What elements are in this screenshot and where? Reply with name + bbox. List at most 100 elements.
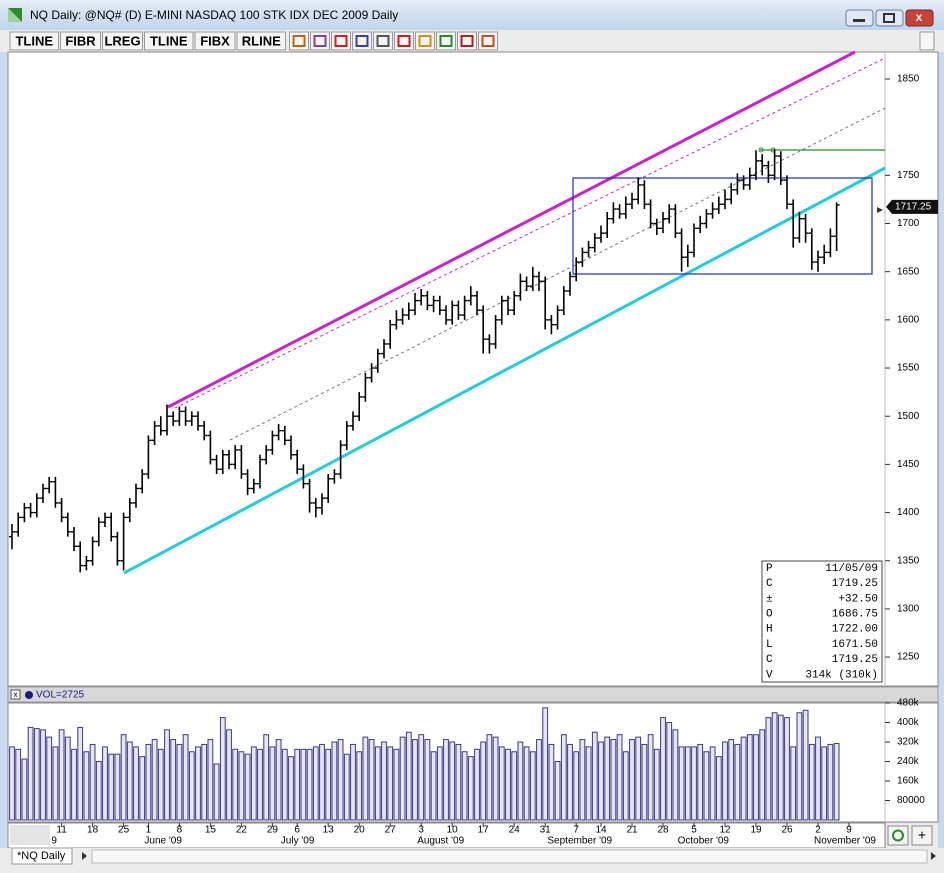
volume-bar	[275, 739, 282, 821]
data-box-key: H	[766, 624, 773, 636]
data-box-value: 314k (310k)	[805, 669, 878, 681]
scroll-thumb[interactable]	[10, 825, 50, 845]
volume-bar	[728, 739, 735, 821]
volume-bar	[232, 748, 239, 821]
volume-bar	[368, 739, 375, 821]
volume-bar	[585, 746, 592, 821]
volume-bar	[610, 739, 617, 821]
volume-bar	[337, 739, 344, 821]
toolbar-icon[interactable]	[331, 31, 351, 51]
x-tick-label: 12	[719, 825, 731, 836]
x-tick-label: 19	[750, 825, 762, 836]
volume-bar	[77, 726, 84, 821]
toolbar-button-label: RLINE	[242, 33, 281, 48]
volume-bar	[666, 722, 673, 821]
volume-bar	[21, 758, 28, 821]
toolbar-button[interactable]	[236, 31, 286, 51]
volume-bar	[207, 739, 214, 821]
toolbar-icon[interactable]	[478, 31, 498, 51]
panel-close-icon: x	[14, 690, 18, 699]
volume-bar	[461, 751, 468, 821]
volume-label: VOL=2725	[36, 690, 85, 701]
volume-bar	[64, 736, 71, 821]
price-arrow	[877, 207, 883, 213]
volume-bar	[195, 746, 201, 821]
restore-button[interactable]	[875, 9, 904, 27]
toolbar-icon[interactable]	[394, 31, 414, 51]
volume-bar	[629, 739, 635, 821]
x-tick-label: 22	[236, 825, 248, 836]
toolbar-icon[interactable]	[436, 31, 456, 51]
scroll-right[interactable]	[931, 852, 936, 860]
month-label: July '09	[281, 836, 315, 847]
y-tick-label: 1600	[897, 315, 920, 326]
volume-bar	[573, 751, 580, 821]
volume-bar	[523, 746, 530, 821]
add-button[interactable]	[911, 825, 933, 846]
volume-bar	[120, 734, 127, 821]
volume-bar	[170, 739, 177, 821]
last-price-flag	[886, 199, 938, 214]
toolbar-button[interactable]	[60, 31, 101, 51]
toolbar-icon[interactable]	[373, 31, 393, 51]
volume-bar	[821, 746, 828, 821]
scroll-left[interactable]	[82, 852, 87, 860]
volume-bar	[622, 751, 629, 821]
volume-bar	[238, 751, 245, 821]
refresh-button[interactable]	[887, 825, 909, 846]
panel-menu[interactable]	[919, 31, 935, 51]
volume-bar	[244, 753, 251, 821]
volume-bar	[790, 746, 797, 821]
data-box-key: V	[766, 669, 773, 681]
volume-bar	[660, 717, 666, 821]
volume-bar	[350, 743, 356, 821]
volume-bar	[71, 748, 77, 821]
toolbar-icon[interactable]	[289, 31, 309, 51]
data-box-frame	[761, 560, 883, 683]
volume-bar	[703, 751, 710, 821]
toolbar-glyph	[313, 35, 327, 47]
volume-bar	[777, 714, 784, 821]
x-tick-label: 13	[323, 825, 335, 836]
volume-bar	[58, 729, 65, 821]
toolbar-icon[interactable]	[457, 31, 477, 51]
toolbar-icon[interactable]	[352, 31, 372, 51]
volume-bar	[139, 756, 146, 821]
volume-header	[7, 686, 939, 703]
volume-bar	[480, 741, 487, 821]
x-tick-label: 2	[815, 825, 821, 836]
toolbar-button[interactable]	[144, 31, 194, 51]
toolbar-icon[interactable]	[310, 31, 330, 51]
volume-bar	[182, 734, 189, 821]
minimize-button[interactable]	[845, 9, 874, 27]
volume-bar	[213, 763, 220, 821]
volume-bar	[362, 736, 369, 821]
data-box-key: C	[766, 578, 773, 590]
toolbar-button[interactable]	[194, 31, 236, 51]
volume-bar	[52, 746, 59, 821]
toolbar-button-label: TLINE	[150, 33, 188, 48]
volume-bar	[722, 741, 728, 821]
volume-bar	[653, 748, 660, 821]
volume-bar	[560, 734, 567, 821]
restore-icon	[883, 13, 895, 23]
volume-bar	[598, 741, 604, 821]
data-box: P 11/05/09 C 1719.25 ± +32.50 O 1686.75 H 1722.00…	[761, 560, 883, 683]
tab[interactable]	[11, 847, 73, 865]
toolbar-button[interactable]	[102, 31, 143, 51]
panel-close[interactable]	[10, 689, 21, 700]
toolbar-button[interactable]	[9, 31, 59, 51]
toolbar-icon[interactable]	[415, 31, 435, 51]
data-box-value: 1719.25	[832, 578, 878, 590]
close-button[interactable]	[905, 9, 934, 27]
x-tick-label: 11	[56, 825, 67, 836]
title-bar	[0, 0, 944, 30]
data-box-key: C	[766, 654, 773, 666]
x-tick-label: 7	[573, 825, 579, 836]
y-tick-label: 1400	[897, 507, 920, 518]
window-controls: x	[845, 9, 934, 27]
volume-bar	[108, 753, 115, 821]
data-box-key: ±	[766, 593, 773, 605]
y-tick-label: 480k	[897, 698, 920, 709]
month-label: October '09	[678, 836, 730, 847]
